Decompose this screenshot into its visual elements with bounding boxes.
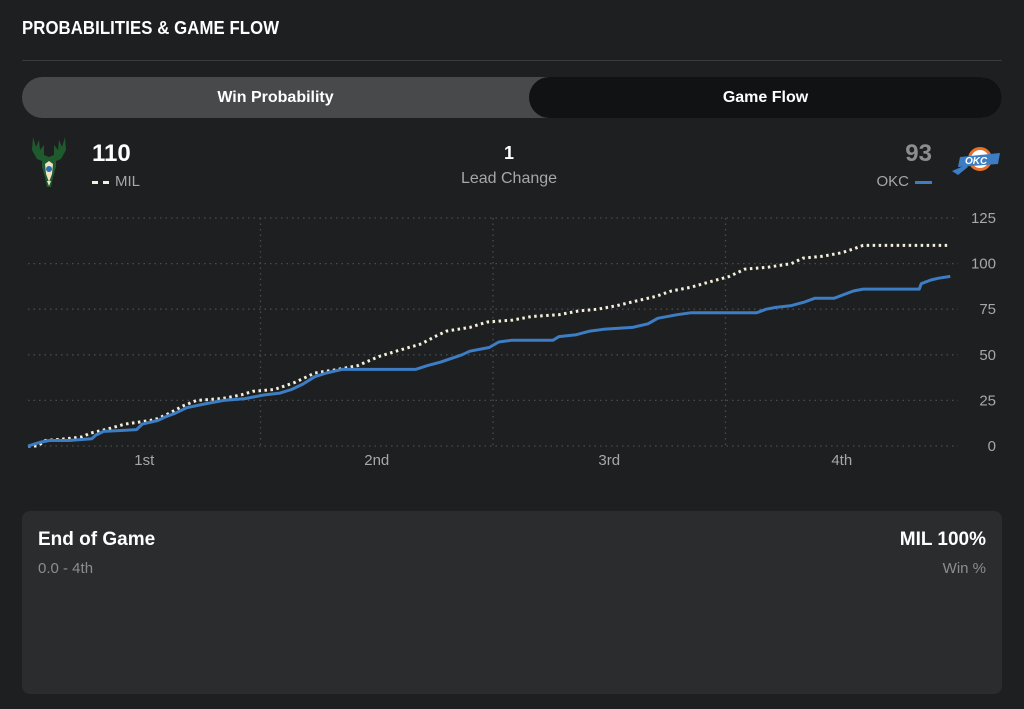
section-divider [22, 60, 1002, 61]
away-team-legend: OKC [876, 173, 932, 190]
x-tick-label: 3rd [598, 452, 620, 469]
chart-series [27, 243, 951, 448]
home-score: 110 [92, 140, 131, 167]
section-title: PROBABILITIES & GAME FLOW [22, 18, 280, 38]
summary-subtitle: 0.0 - 4th [38, 560, 94, 577]
x-tick-label: 2nd [364, 452, 389, 469]
lead-change-label: Lead Change [460, 170, 558, 187]
game-flow-chart: 0 25 50 75 100 125 1st 2nd 3rd 4th [27, 210, 996, 469]
x-tick-label: 4th [831, 452, 852, 469]
game-summary-card: End of Game 0.0 - 4th MIL 100% Win % [22, 511, 1002, 694]
win-probability-label: Win % [942, 560, 986, 577]
tab-win-probability[interactable]: Win Probability [217, 89, 334, 106]
chart-grid [28, 217, 958, 447]
y-tick-label: 100 [971, 256, 996, 273]
home-team-legend: MIL [92, 173, 140, 190]
y-tick-label: 75 [979, 301, 996, 318]
win-probability-value: MIL 100% [899, 529, 986, 550]
away-team-abbr: OKC [876, 173, 909, 190]
away-score: 93 [905, 140, 932, 167]
y-tick-label: 0 [988, 438, 996, 455]
home-legend-dash [92, 180, 109, 184]
thunder-logo-icon: OKC [950, 145, 1002, 184]
y-tick-label: 25 [979, 392, 996, 409]
lead-change-value: 1 [503, 143, 514, 163]
x-tick-label: 1st [134, 452, 155, 469]
y-axis-ticks: 0 25 50 75 100 125 [971, 210, 996, 455]
bucks-logo-icon [27, 134, 71, 195]
y-tick-label: 50 [979, 347, 996, 364]
x-axis-ticks: 1st 2nd 3rd 4th [134, 452, 852, 469]
away-legend-dash [915, 180, 932, 184]
home-team-abbr: MIL [115, 173, 141, 190]
view-toggle: Win Probability Game Flow [22, 77, 1002, 118]
tab-game-flow[interactable]: Game Flow [529, 77, 1002, 118]
summary-title: End of Game [38, 529, 156, 550]
y-tick-label: 125 [971, 210, 996, 227]
svg-text:OKC: OKC [965, 156, 988, 167]
series-line-okc [27, 274, 951, 448]
